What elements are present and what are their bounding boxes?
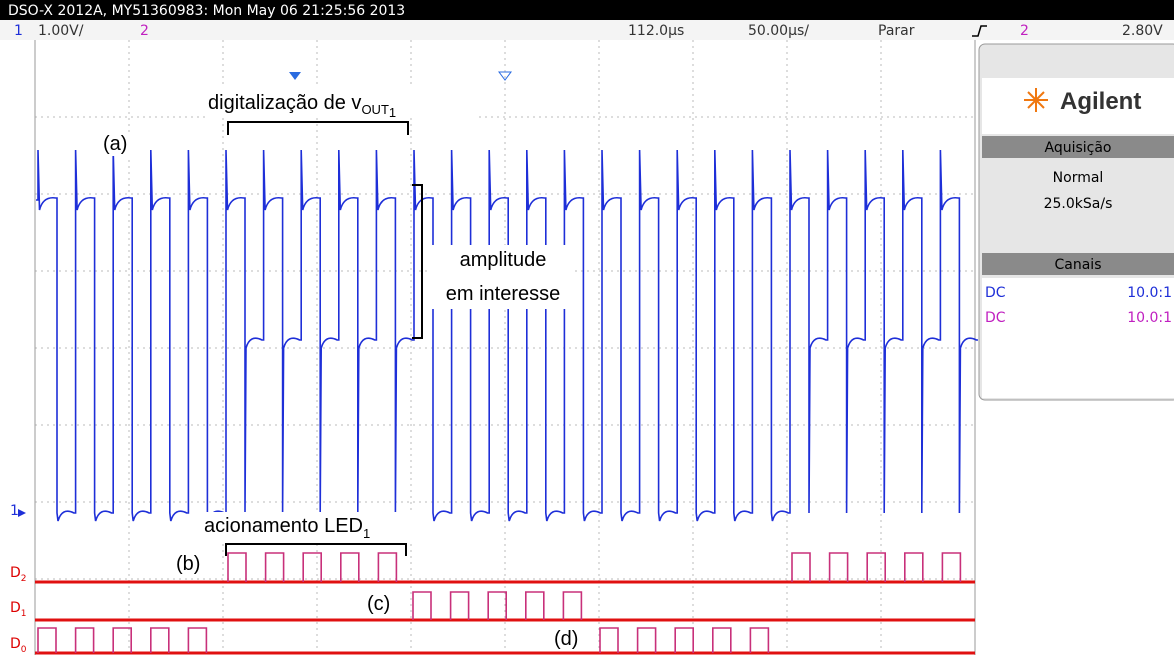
- annotation-sub: 1: [389, 105, 396, 120]
- ch2-label: 2: [140, 23, 149, 39]
- digital-pulses: [600, 628, 768, 653]
- digital-label: D2: [10, 565, 27, 584]
- annotation-sub: OUT: [361, 102, 389, 117]
- annotation: amplitude: [460, 249, 547, 271]
- coupling: DC: [985, 285, 1006, 301]
- timebase: 50.00µs/: [748, 23, 809, 39]
- annotation: (c): [367, 593, 390, 615]
- digital-index: 2: [21, 574, 27, 584]
- acquisition-mode: Normal: [1053, 170, 1104, 186]
- side-panel: Agilent Aquisição Normal 25.0kSa/s Canai…: [979, 44, 1174, 400]
- digital-pulses: [228, 553, 396, 582]
- brand: Agilent: [1060, 88, 1141, 115]
- trigger-level: 2.80V: [1122, 23, 1163, 39]
- delay: 112.0µs: [628, 23, 684, 39]
- digital-index: 1: [21, 609, 27, 619]
- digital-pulses: [38, 628, 206, 653]
- annotation: (a): [103, 133, 127, 155]
- annotations: digitalização de vOUT1 (a) amplitude em …: [100, 88, 587, 650]
- annotation-text: acionamento LED: [204, 515, 363, 537]
- digital-label: D0: [10, 636, 27, 655]
- sample-rate: 25.0kSa/s: [1044, 196, 1113, 212]
- trigger-channel: 2: [1020, 23, 1029, 39]
- scope-screen: DSO-X 2012A, MY51360983: Mon May 06 21:2…: [0, 0, 1174, 655]
- analog-trace: [36, 150, 978, 521]
- status-bar: [0, 20, 1174, 40]
- digital-name: D: [10, 636, 21, 652]
- ch1-scale: 1.00V/: [38, 23, 84, 39]
- digital-index: 0: [21, 645, 27, 655]
- annotation: (d): [554, 628, 578, 650]
- section-title: Aquisição: [1044, 140, 1111, 156]
- digital-label: D1: [10, 600, 27, 619]
- run-state: Parar: [878, 23, 915, 39]
- waveforms: [35, 150, 978, 653]
- probe-ratio: 10.0:1: [1127, 285, 1172, 301]
- digital-pulses: [792, 553, 960, 582]
- digital-name: D: [10, 565, 21, 581]
- digital-name: D: [10, 600, 21, 616]
- annotation-text: digitalização de v: [208, 92, 361, 114]
- section-title: Canais: [1055, 257, 1102, 273]
- ground-arrow: [18, 509, 26, 517]
- ground-marker: 1: [10, 503, 19, 519]
- coupling: DC: [985, 310, 1006, 326]
- probe-ratio: 10.0:1: [1127, 310, 1172, 326]
- annotation: em interesse: [446, 283, 561, 305]
- trigger-marker: [289, 72, 301, 80]
- title: DSO-X 2012A, MY51360983: Mon May 06 21:2…: [8, 3, 405, 19]
- annotation-sub: 1: [363, 526, 370, 541]
- ch1-label: 1: [14, 23, 23, 39]
- digital-pulses: [413, 592, 581, 620]
- annotation: (b): [176, 553, 200, 575]
